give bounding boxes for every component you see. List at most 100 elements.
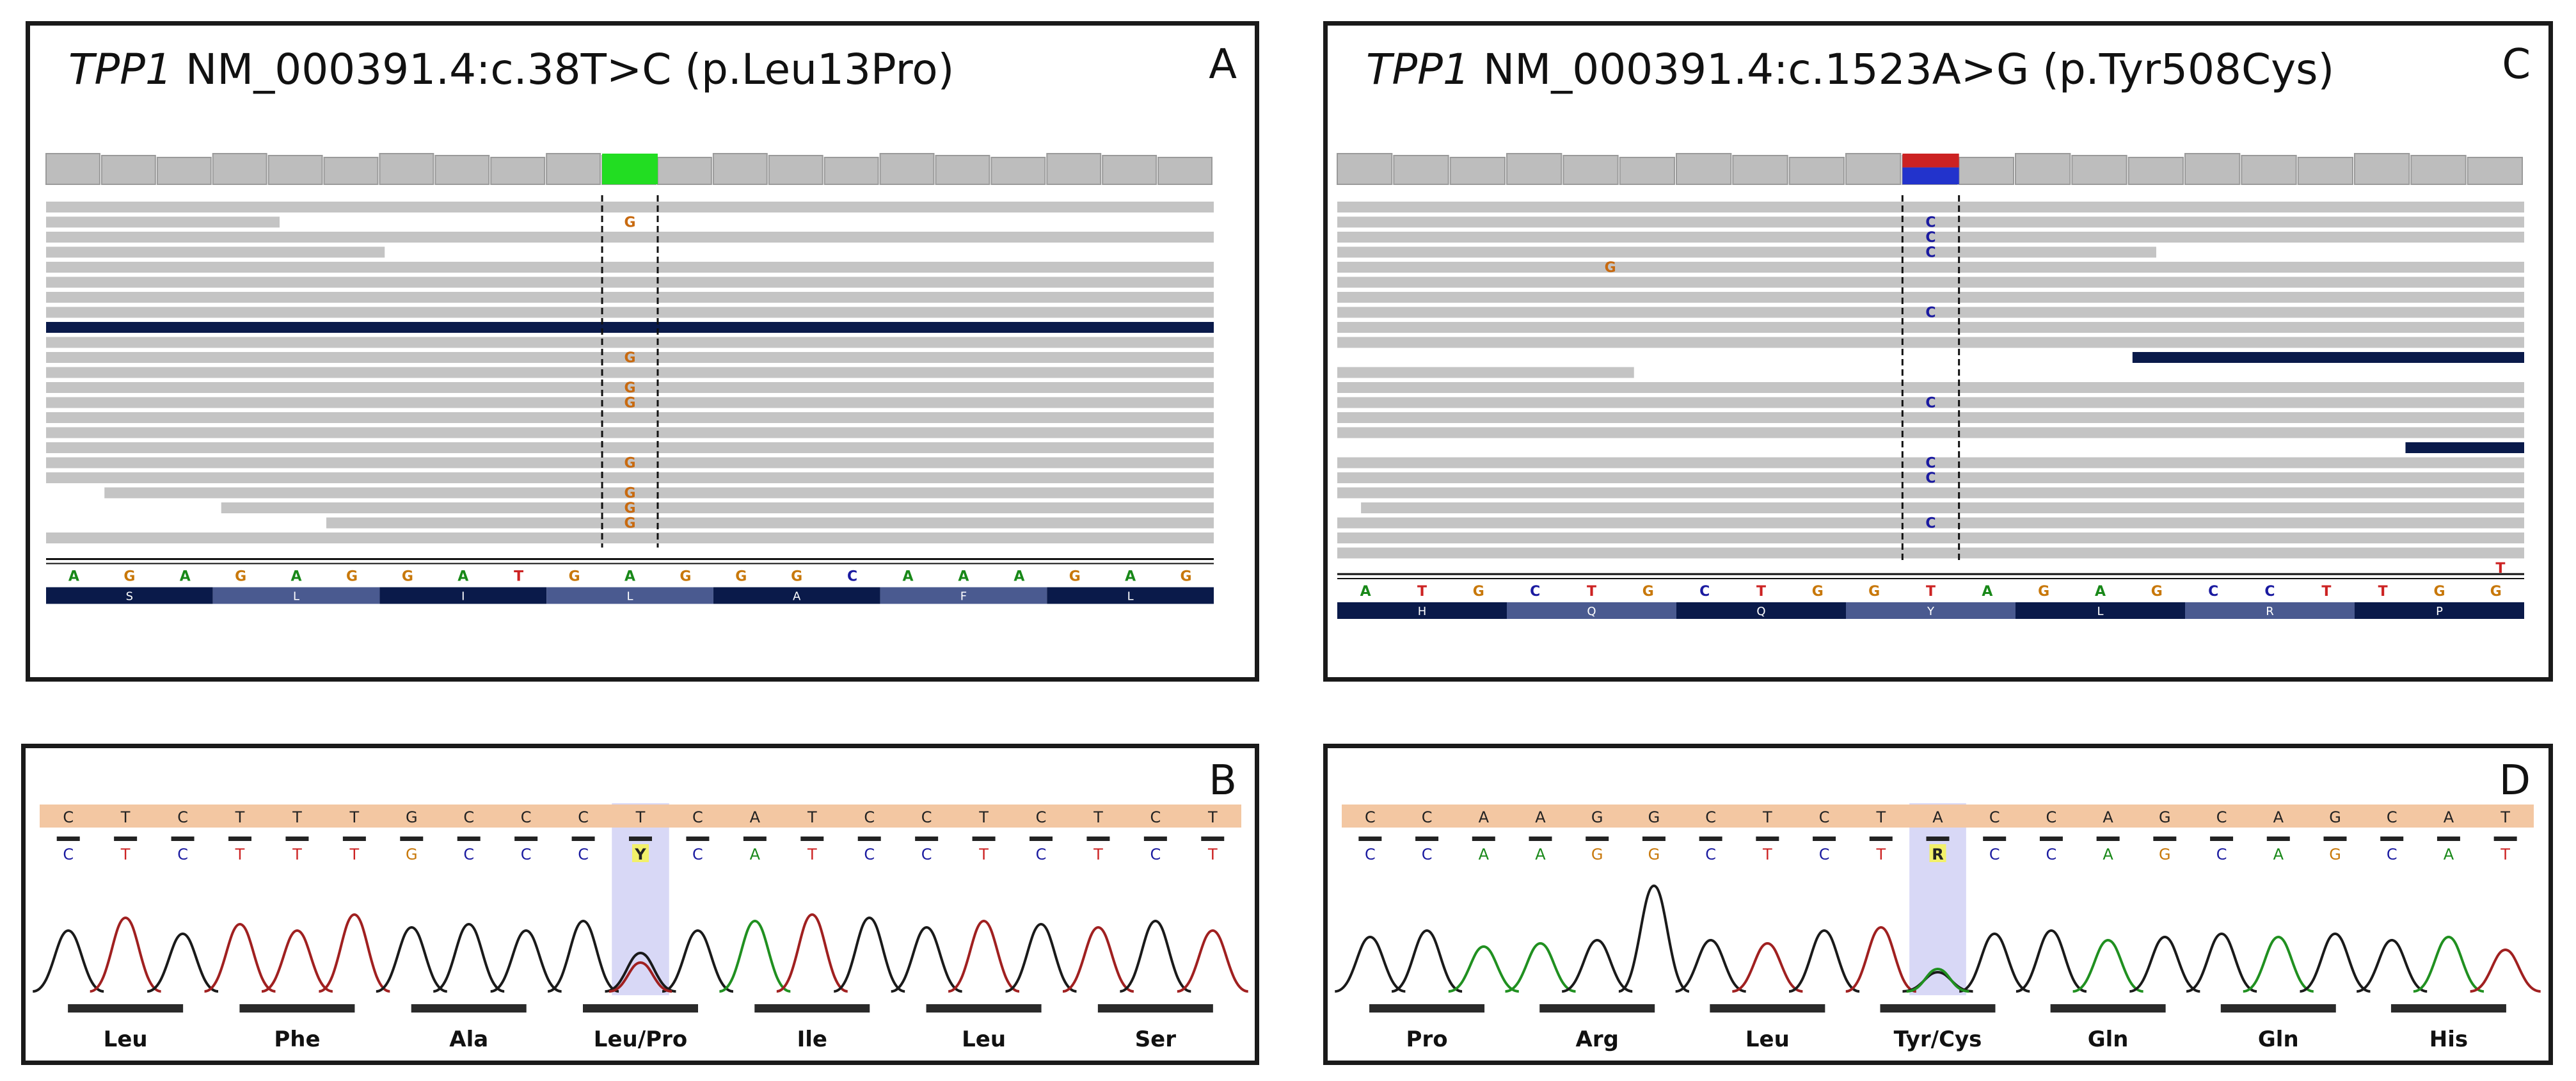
coverage-bin	[2467, 157, 2523, 185]
called-base: C	[1705, 845, 1716, 863]
coverage-bin	[1845, 153, 1902, 185]
read	[1337, 412, 2524, 423]
quality-bar	[1529, 837, 1552, 841]
quality-bar	[1415, 837, 1439, 841]
ref-base: G	[402, 569, 413, 585]
ref-base: G	[235, 569, 246, 585]
called-base: C	[921, 845, 932, 863]
codon-bar	[1880, 1004, 1996, 1013]
coverage-bin	[823, 157, 879, 185]
ref-base: A	[624, 569, 635, 585]
read	[1337, 337, 2524, 348]
read-dark	[2132, 352, 2524, 363]
quality-bar	[1869, 837, 1893, 841]
trace-peak	[1788, 929, 1860, 993]
quality-bar	[228, 837, 251, 841]
amino-acid-label: I	[461, 590, 465, 604]
coverage-bin	[1157, 157, 1212, 185]
coverage-bin	[1337, 153, 1393, 185]
ref-base: C	[1365, 808, 1376, 826]
panel-c-gene: TPP1	[1366, 45, 1470, 94]
ref-base: C	[1530, 584, 1540, 600]
ref-sequence-bar	[40, 805, 1241, 828]
read	[46, 472, 1214, 483]
trace-peak	[547, 919, 619, 993]
codon-bar	[1097, 1004, 1213, 1013]
amino-acid-block	[713, 587, 880, 604]
quality-bar	[342, 837, 366, 841]
quality-bar	[2380, 837, 2404, 841]
amino-acid-label: L	[293, 590, 299, 604]
coverage-bin	[1562, 155, 1619, 185]
codon-label: Arg	[1576, 1027, 1619, 1052]
amino-acid-label: F	[960, 590, 967, 604]
variant-coverage-bar	[602, 154, 658, 184]
codon-bar	[2220, 1004, 2336, 1013]
codon-bar	[1710, 1004, 1825, 1013]
read	[1337, 322, 2524, 333]
read	[46, 457, 1214, 468]
ref-base: T	[235, 808, 245, 826]
trace-peak	[833, 916, 905, 993]
ref-base: A	[750, 808, 761, 826]
coverage-bin	[2354, 153, 2410, 185]
ref-sequence-bar	[1342, 805, 2534, 828]
ref-base: T	[1875, 808, 1886, 826]
ref-base: C	[2387, 808, 2397, 826]
coverage-bin	[990, 157, 1046, 185]
quality-bar	[972, 837, 996, 841]
codon-label: Leu	[104, 1027, 148, 1052]
codon-bar	[754, 1004, 870, 1013]
ref-base: G	[735, 569, 747, 585]
called-base: G	[1648, 845, 1660, 863]
read	[1337, 292, 2524, 303]
read	[221, 502, 1214, 513]
codon-bar	[68, 1004, 184, 1013]
ref-base: G	[1181, 569, 1192, 585]
called-base: T	[2500, 845, 2510, 863]
ref-base: T	[349, 808, 360, 826]
ref-base: A	[1932, 808, 1943, 826]
amino-acid-block	[880, 587, 1047, 604]
ref-base: A	[1014, 569, 1024, 585]
read	[1337, 262, 2524, 273]
ref-base: C	[2216, 808, 2227, 826]
ref-base: G	[2490, 584, 2502, 600]
quality-bar	[1642, 837, 1666, 841]
quality-bar	[1699, 837, 1722, 841]
called-base: Y	[634, 845, 646, 863]
codon-bar	[411, 1004, 527, 1013]
ref-base: G	[346, 569, 358, 585]
amino-acid-block	[212, 587, 380, 604]
ref-base: T	[1207, 808, 1218, 826]
quality-bar	[1086, 837, 1110, 841]
coverage-bin	[323, 157, 379, 185]
called-base: T	[1207, 845, 1218, 863]
coverage-bin	[656, 157, 712, 185]
amino-acid-label: H	[1418, 605, 1427, 618]
read	[46, 246, 385, 258]
ref-base: G	[1648, 808, 1660, 826]
amino-acid-label: L	[626, 590, 633, 604]
trace-peak	[1561, 938, 1633, 993]
codon-label: His	[2429, 1027, 2468, 1052]
ref-base: T	[120, 808, 131, 826]
mismatch-base: C	[1925, 245, 1936, 261]
called-base: C	[2387, 845, 2397, 863]
ref-base: G	[1473, 584, 1484, 600]
codon-bar	[2390, 1004, 2506, 1013]
ref-base: T	[1093, 808, 1103, 826]
coverage-bin	[267, 155, 323, 185]
amino-acid-block	[1507, 602, 1676, 619]
ambiguity-highlight	[1929, 844, 1946, 862]
coverage-bin	[100, 155, 156, 185]
mismatch-base: G	[624, 456, 635, 472]
panel-a-label: A	[1209, 41, 1237, 88]
coverage-bin	[45, 153, 100, 185]
coverage-bin	[879, 153, 935, 185]
read	[46, 262, 1214, 273]
trace-peak	[376, 925, 448, 993]
ref-base: C	[1036, 808, 1047, 826]
called-base: T	[1093, 845, 1103, 863]
quality-bar	[743, 837, 767, 841]
